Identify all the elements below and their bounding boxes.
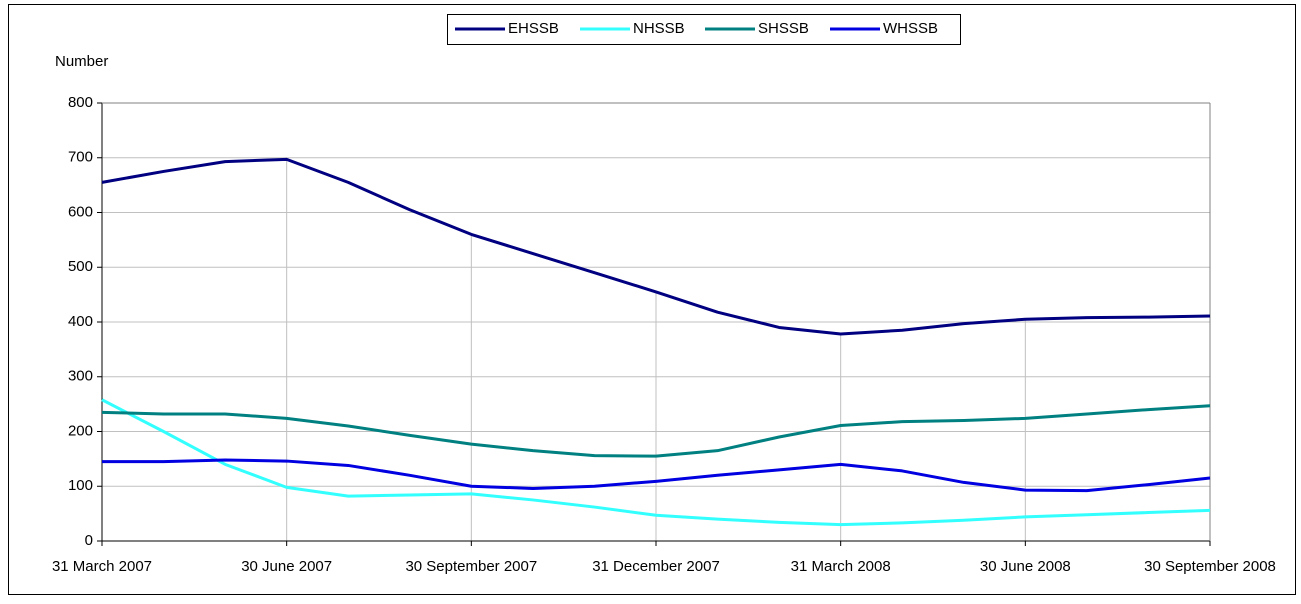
legend-label: WHSSB <box>883 20 938 37</box>
series-line <box>101 398 1211 527</box>
y-tick-label: 300 <box>68 368 93 385</box>
series-line <box>102 458 1211 493</box>
y-tick-label: 100 <box>68 477 93 494</box>
x-tick-label: 31 March 2007 <box>52 558 152 575</box>
y-tick-label: 0 <box>85 532 93 549</box>
y-tick-label: 700 <box>68 149 93 166</box>
x-tick-label: 30 June 2007 <box>241 558 332 575</box>
y-tick-label: 400 <box>68 313 93 330</box>
x-tick-label: 31 December 2007 <box>592 558 720 575</box>
legend-label: NHSSB <box>633 20 685 37</box>
chart-frame <box>8 4 1296 595</box>
y-tick-label: 800 <box>68 94 93 111</box>
x-tick-label: 30 September 2007 <box>405 558 537 575</box>
x-tick-label: 30 September 2008 <box>1144 558 1276 575</box>
y-axis-label: Number <box>55 53 108 70</box>
y-tick-label: 200 <box>68 422 93 439</box>
legend-label: EHSSB <box>508 20 559 37</box>
series-line <box>101 404 1211 458</box>
x-tick-label: 31 March 2008 <box>791 558 891 575</box>
y-tick-label: 600 <box>68 203 93 220</box>
legend-label: SHSSB <box>758 20 809 37</box>
x-tick-label: 30 June 2008 <box>980 558 1071 575</box>
series-line <box>101 157 1211 336</box>
y-tick-label: 500 <box>68 258 93 275</box>
